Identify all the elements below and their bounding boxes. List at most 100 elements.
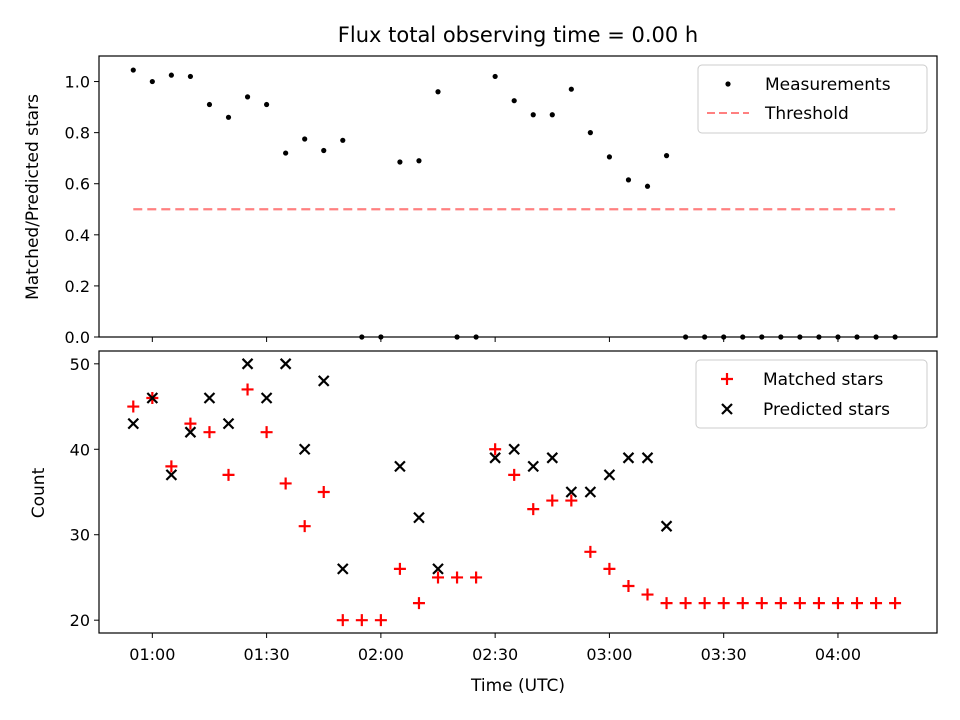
- legend-matched-marker: [721, 373, 733, 385]
- bottom-y-axis-label: Count: [29, 467, 49, 518]
- matched-star-point: [508, 468, 521, 481]
- matched-star-point: [489, 443, 502, 456]
- matched-star-point: [812, 597, 825, 610]
- matched-star-point: [470, 571, 483, 584]
- measurement-point: [625, 177, 632, 183]
- predicted-star-point: [622, 452, 635, 464]
- bottom-series-group: [127, 358, 902, 627]
- matched-star-point: [260, 426, 273, 439]
- matched-star-point: [603, 562, 616, 575]
- matched-star-point: [755, 597, 768, 610]
- legend-predicted-label: Predicted stars: [763, 400, 890, 420]
- predicted-star-point: [241, 358, 254, 370]
- predicted-star-point: [508, 443, 520, 456]
- predicted-star-point: [546, 452, 559, 464]
- measurement-point: [416, 158, 422, 164]
- legend-predicted-marker: [721, 403, 733, 415]
- predicted-star-point: [222, 417, 235, 430]
- measurement-point: [149, 78, 155, 85]
- measurement-point: [473, 334, 479, 340]
- measurement-point: [302, 136, 308, 142]
- matched-star-point: [317, 486, 330, 498]
- bottom-legend: Matched stars Predicted stars: [695, 359, 928, 429]
- matched-star-point: [622, 580, 635, 592]
- measurement-point: [568, 86, 574, 92]
- measurement-point: [644, 183, 651, 189]
- measurement-point: [168, 72, 174, 78]
- measurement-point: [587, 130, 593, 136]
- matched-star-point: [222, 468, 235, 481]
- matched-star-point: [184, 417, 197, 430]
- legend-matched-label: Matched stars: [763, 370, 883, 390]
- top-legend: Measurements Threshold: [697, 64, 928, 134]
- measurement-point: [530, 112, 536, 118]
- matched-star-point: [870, 597, 883, 610]
- predicted-star-point: [432, 563, 444, 575]
- matched-star-point: [546, 494, 559, 507]
- predicted-star-point: [337, 563, 349, 575]
- bottom-x-tick-label: 02:00: [358, 645, 404, 664]
- matched-star-point: [203, 426, 216, 439]
- predicted-star-point: [317, 375, 330, 387]
- top-series-group: [130, 67, 898, 340]
- top-y-tick-label: 0.0: [65, 328, 90, 347]
- measurement-point: [835, 334, 841, 340]
- measurement-point: [321, 147, 327, 154]
- matched-star-point: [527, 503, 540, 516]
- measurement-point: [759, 334, 765, 340]
- matched-star-point: [355, 614, 368, 627]
- bottom-x-tick-label: 02:30: [472, 645, 518, 664]
- measurement-point: [187, 73, 194, 80]
- matched-star-point: [393, 562, 406, 575]
- matched-star-point: [793, 597, 806, 610]
- measurement-point: [797, 334, 803, 340]
- legend-threshold-label: Threshold: [764, 104, 849, 124]
- predicted-star-point: [641, 452, 654, 464]
- measurement-point: [873, 334, 879, 340]
- chart-title: Flux total observing time = 0.00 h: [338, 23, 698, 47]
- predicted-star-point: [584, 486, 597, 498]
- measurement-point: [244, 94, 251, 100]
- top-x-ticks: [151, 337, 839, 342]
- matched-star-point: [831, 597, 844, 610]
- measurement-point: [511, 98, 517, 104]
- x-axis-label: Time (UTC): [470, 676, 565, 696]
- measurement-point: [721, 334, 727, 340]
- measurement-point: [663, 153, 670, 159]
- measurement-point: [854, 334, 860, 340]
- matched-star-point: [412, 597, 425, 610]
- predicted-star-point: [127, 417, 140, 430]
- matched-star-point: [336, 614, 349, 627]
- predicted-star-point: [298, 443, 311, 456]
- top-plot-frame: [98, 55, 938, 338]
- bottom-legend-box: [695, 359, 928, 429]
- matched-star-point: [641, 588, 654, 601]
- top-y-tick-label: 1.0: [65, 73, 90, 92]
- measurement-point: [740, 334, 746, 340]
- bottom-x-tick-label: 03:00: [586, 645, 632, 664]
- predicted-star-point: [203, 392, 216, 404]
- measurement-point: [435, 89, 441, 95]
- predicted-star-point: [394, 460, 406, 473]
- matched-star-point: [432, 571, 445, 584]
- matched-star-point: [774, 597, 787, 610]
- matched-star-point: [889, 597, 902, 610]
- legend-measurements-label: Measurements: [765, 75, 891, 95]
- measurement-point: [892, 334, 898, 340]
- predicted-star-point: [489, 452, 501, 464]
- measurement-point: [130, 67, 136, 73]
- matched-star-point: [679, 597, 692, 610]
- predicted-star-point: [260, 392, 273, 404]
- bottom-y-tick-label: 40: [70, 440, 90, 459]
- matched-star-point: [584, 545, 597, 558]
- matched-star-point: [851, 597, 864, 610]
- top-y-axis-label: Matched/Predicted stars: [23, 94, 43, 300]
- matched-star-point: [660, 597, 673, 610]
- measurement-point: [778, 334, 784, 340]
- top-legend-box: [697, 64, 928, 134]
- bottom-x-tick-label: 01:00: [129, 645, 175, 664]
- measurement-point: [549, 112, 555, 118]
- predicted-star-point: [413, 511, 425, 524]
- matched-star-point: [717, 597, 730, 610]
